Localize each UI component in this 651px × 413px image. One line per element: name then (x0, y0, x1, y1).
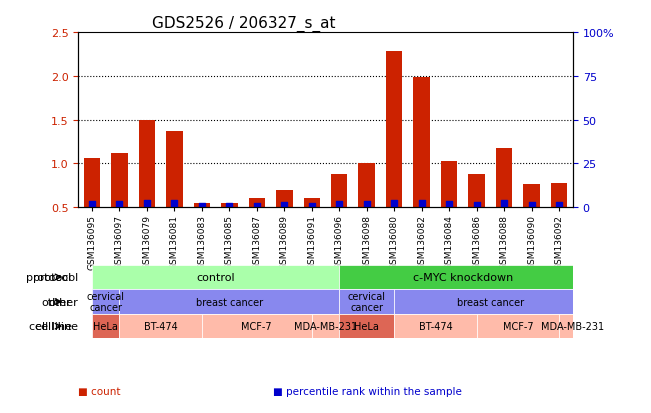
Point (114, 201, 124, 207)
Bar (166, 132, 182, 252)
Bar (551, 183, 568, 252)
Point (499, 201, 509, 207)
Bar (395, 314, 477, 339)
Point (527, 202, 537, 209)
Point (279, 202, 290, 209)
Text: MCF-7: MCF-7 (242, 321, 272, 331)
Point (307, 203, 317, 210)
Text: breast cancer: breast cancer (457, 297, 524, 307)
Text: control: control (196, 272, 235, 282)
Point (142, 200, 152, 207)
Bar (92, 314, 119, 339)
Bar (386, 52, 402, 252)
Point (251, 203, 262, 210)
Text: BT-474: BT-474 (144, 321, 178, 331)
Bar (111, 154, 128, 252)
Text: MDA-MB-231: MDA-MB-231 (294, 321, 357, 331)
Point (471, 202, 482, 208)
Bar (339, 290, 395, 314)
Point (389, 200, 400, 207)
Text: HeLa: HeLa (93, 321, 118, 331)
Point (87, 201, 97, 207)
Text: cervical
cancer: cervical cancer (87, 291, 124, 313)
Text: HeLa: HeLa (354, 321, 379, 331)
Text: MDA-MB-231: MDA-MB-231 (542, 321, 604, 331)
Bar (83, 159, 100, 252)
Bar (395, 290, 587, 314)
Bar (92, 290, 119, 314)
Text: cell line: cell line (29, 321, 72, 331)
Text: cervical
cancer: cervical cancer (348, 291, 386, 313)
Bar (119, 290, 339, 314)
Text: other: other (42, 297, 72, 307)
Point (361, 201, 372, 208)
Bar (276, 190, 292, 252)
Point (417, 200, 427, 207)
Bar (413, 78, 430, 252)
Point (554, 202, 564, 209)
Bar (119, 314, 202, 339)
Bar (312, 314, 339, 339)
Text: other: other (48, 297, 78, 307)
Point (334, 202, 344, 208)
Text: ■ percentile rank within the sample: ■ percentile rank within the sample (273, 387, 462, 396)
Bar (303, 199, 320, 252)
Point (169, 201, 180, 207)
Bar (496, 148, 512, 252)
Bar (221, 203, 238, 252)
Bar (469, 175, 485, 252)
Bar (477, 314, 559, 339)
Bar (523, 185, 540, 252)
Point (197, 203, 207, 210)
Text: protocol: protocol (33, 272, 78, 282)
Point (224, 203, 234, 210)
Bar (441, 161, 458, 252)
Text: c-MYC knockdown: c-MYC knockdown (413, 272, 513, 282)
Text: breast cancer: breast cancer (196, 297, 263, 307)
Text: cell line: cell line (35, 321, 78, 331)
Text: protocol: protocol (26, 272, 72, 282)
Bar (559, 314, 587, 339)
Bar (202, 314, 312, 339)
Bar (139, 120, 155, 252)
Bar (339, 314, 395, 339)
Bar (249, 199, 265, 252)
Bar (359, 163, 375, 252)
Text: BT-474: BT-474 (419, 321, 452, 331)
Text: MCF-7: MCF-7 (503, 321, 533, 331)
Point (444, 201, 454, 208)
Text: GDS2526 / 206327_s_at: GDS2526 / 206327_s_at (152, 16, 336, 32)
Bar (339, 265, 587, 290)
Bar (331, 175, 348, 252)
Text: ■ count: ■ count (78, 387, 120, 396)
Bar (92, 265, 339, 290)
Bar (193, 203, 210, 252)
